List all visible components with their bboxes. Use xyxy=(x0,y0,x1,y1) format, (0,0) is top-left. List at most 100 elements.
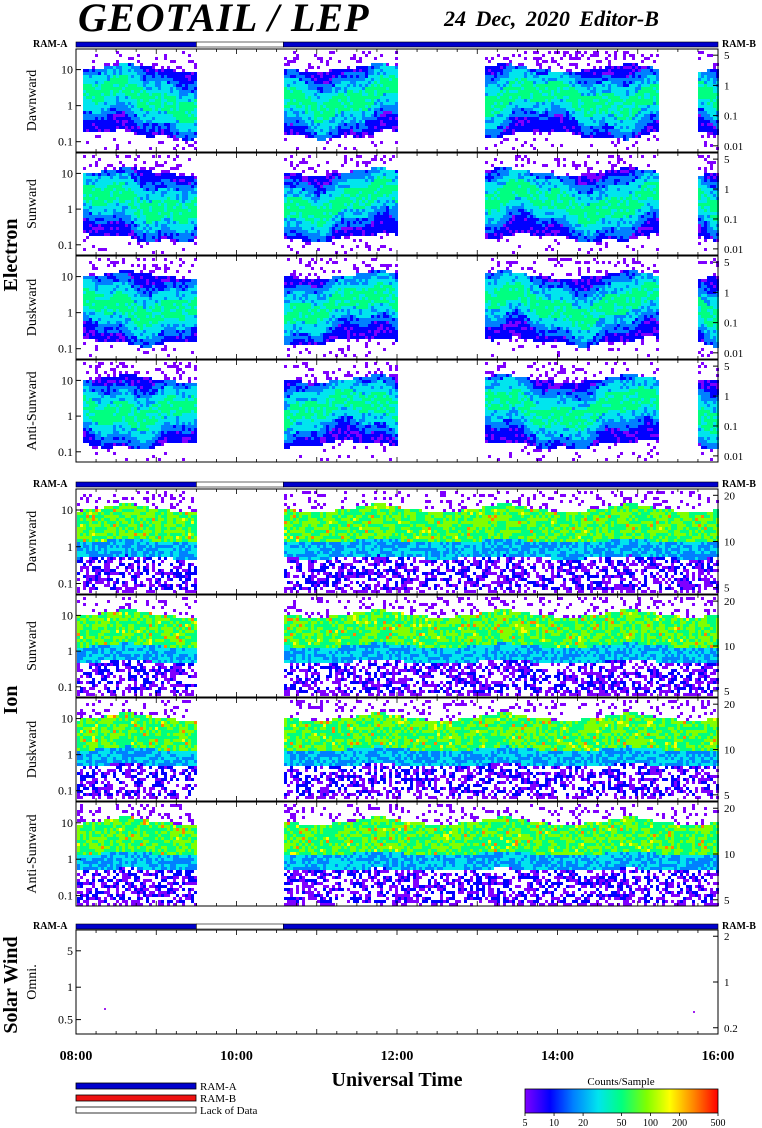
legend-swatch-1 xyxy=(76,1095,196,1101)
ram-segment-2 xyxy=(283,42,718,47)
panel-label: Sunward xyxy=(25,621,40,671)
ram-segment-0 xyxy=(76,924,196,929)
y2-tick-label: 5 xyxy=(724,257,730,269)
y2-tick-label: 20 xyxy=(724,699,736,711)
legend-label-2: Lack of Data xyxy=(200,1105,258,1117)
panel-label: Anti-Sunward xyxy=(25,371,40,450)
legend-swatch-2 xyxy=(76,1107,196,1113)
panel-label: Omni. xyxy=(25,964,40,999)
y2-tick-label: 0.01 xyxy=(724,348,743,360)
y-tick-label: 0.1 xyxy=(58,135,73,149)
colorbar-tick: 50 xyxy=(617,1118,627,1128)
y2-tick-label: 20 xyxy=(724,596,736,608)
panel-electron-duskward: 10 1 0.1 5 1 0.1 0.01 Duskward xyxy=(25,256,743,360)
panel-label: Anti-Sunward xyxy=(25,814,40,893)
x-axis-label: Universal Time xyxy=(332,1069,463,1091)
spectrogram-cells xyxy=(77,597,719,696)
y-tick-label: 1 xyxy=(67,540,73,554)
ram-a-label: RAM-A xyxy=(33,921,68,932)
panel-label: Duskward xyxy=(25,279,40,337)
ram-status-bar-electron: RAM-A RAM-B xyxy=(33,39,756,50)
ram-segment-1 xyxy=(196,42,283,47)
legend-label-1: RAM-B xyxy=(200,1093,236,1105)
y-tick-label: 0.1 xyxy=(58,577,73,591)
spectrogram-cells xyxy=(77,804,719,906)
y2-tick-label: 1 xyxy=(724,287,730,299)
y2-tick-label: 20 xyxy=(724,803,736,815)
y-tick-label: 1 xyxy=(67,99,73,113)
ram-segment-0 xyxy=(76,482,196,487)
y-tick-label: 1 xyxy=(67,409,73,423)
y2-tick-label: 5 xyxy=(724,361,730,373)
data-point xyxy=(693,1011,695,1013)
y-tick-label: 10 xyxy=(61,373,73,387)
legend-label-0: RAM-A xyxy=(200,1081,237,1093)
panel-label: Dawnward xyxy=(25,70,40,131)
y2-tick-label: 1 xyxy=(724,977,730,989)
y-tick-label: 10 xyxy=(61,166,73,180)
y-tick-label: 1 xyxy=(67,644,73,658)
y-tick-label: 0.1 xyxy=(58,784,73,798)
colorbar-gradient xyxy=(525,1089,718,1113)
y2-tick-label: 20 xyxy=(724,490,736,502)
y-tick-label: 10 xyxy=(61,63,73,77)
y-tick-label: 0.5 xyxy=(58,1013,73,1027)
y2-tick-label: 5 xyxy=(724,686,730,698)
y2-tick-label: 0.1 xyxy=(724,111,738,123)
x-tick-label: 16:00 xyxy=(702,1049,735,1064)
y2-tick-label: 0.1 xyxy=(724,318,738,330)
panel-label: Duskward xyxy=(25,721,40,779)
y-tick-label: 1 xyxy=(67,748,73,762)
y2-tick-label: 10 xyxy=(724,537,736,549)
y2-tick-label: 5 xyxy=(724,895,730,907)
data-point xyxy=(104,1008,106,1010)
panel-label: Dawnward xyxy=(25,511,40,572)
colorbar-tick: 5 xyxy=(523,1118,528,1128)
legend-swatch-0 xyxy=(76,1083,196,1089)
colorbar-title: Counts/Sample xyxy=(587,1076,654,1088)
ram-a-label: RAM-A xyxy=(33,479,68,490)
spectrogram-cells xyxy=(83,258,719,357)
panel-label: Sunward xyxy=(25,179,40,229)
ram-a-label: RAM-A xyxy=(33,39,68,50)
ram-status-bar-ion: RAM-A RAM-B xyxy=(33,479,756,490)
spectrogram-cells xyxy=(77,491,719,593)
y-tick-label: 10 xyxy=(61,270,73,284)
y-tick-label: 0.1 xyxy=(58,238,73,252)
group-label-electron: Electron xyxy=(0,219,22,292)
x-tick-label: 10:00 xyxy=(220,1049,253,1064)
y-tick-label: 0.1 xyxy=(58,342,73,356)
y2-tick-label: 0.01 xyxy=(724,451,743,463)
y2-tick-label: 5 xyxy=(724,790,730,802)
y-tick-label: 10 xyxy=(61,712,73,726)
ram-segment-1 xyxy=(196,924,283,929)
y2-tick-label: 0.2 xyxy=(724,1023,738,1035)
y2-tick-label: 1 xyxy=(724,184,730,196)
y-tick-label: 1 xyxy=(67,202,73,216)
y-tick-label: 10 xyxy=(61,816,73,830)
y2-tick-label: 0.1 xyxy=(724,214,738,226)
ram-b-label: RAM-B xyxy=(722,39,756,50)
spectrogram-cells xyxy=(83,362,719,461)
y2-tick-label: 1 xyxy=(724,80,730,92)
y2-tick-label: 10 xyxy=(724,641,736,653)
ram-segment-2 xyxy=(283,924,718,929)
y2-tick-label: 0.1 xyxy=(724,421,738,433)
y2-tick-label: 5 xyxy=(724,50,730,62)
spectrogram-cells xyxy=(83,155,719,254)
y2-tick-label: 0.01 xyxy=(724,244,743,256)
x-tick-label: 14:00 xyxy=(541,1049,574,1064)
y2-tick-label: 5 xyxy=(724,583,730,595)
colorbar-tick: 200 xyxy=(672,1118,687,1128)
y2-tick-label: 10 xyxy=(724,745,736,757)
y2-tick-label: 10 xyxy=(724,849,736,861)
y-tick-label: 1 xyxy=(67,306,73,320)
